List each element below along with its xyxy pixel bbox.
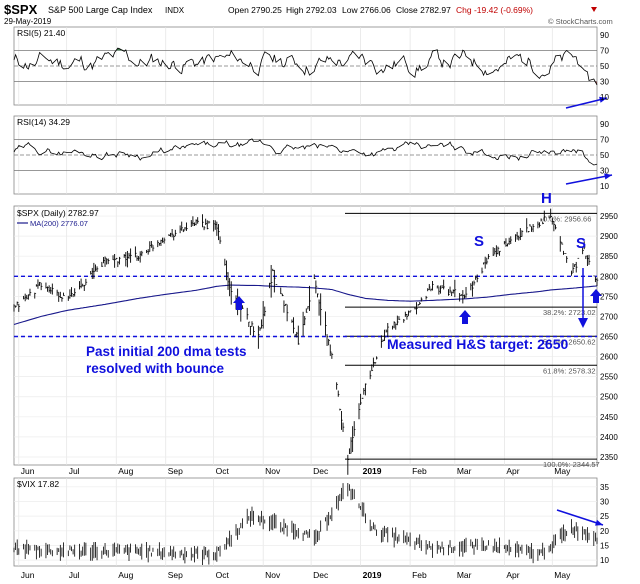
down-arrow-icon <box>591 7 597 12</box>
y-tick-label: 2400 <box>600 433 618 442</box>
index-name: S&P 500 Large Cap Index <box>48 5 153 15</box>
y-tick-label: 25 <box>600 512 609 521</box>
y-tick-label: 90 <box>600 120 609 129</box>
y-tick-label: 30 <box>600 78 609 87</box>
x-tick-label: Nov <box>265 466 281 476</box>
ma-legend: MA(200) 2776.07 <box>30 219 88 228</box>
vix-legend: $VIX 17.82 <box>17 479 59 489</box>
change-value: Chg -19.42 (-0.69%) <box>456 5 533 15</box>
x-tick-label: Dec <box>313 466 329 476</box>
rsi-line <box>13 138 598 166</box>
y-tick-label: 2350 <box>600 453 618 462</box>
rsi14-divergence-arrow-head <box>604 173 612 180</box>
x-tick-label: Dec <box>313 570 329 580</box>
y-tick-label: 2950 <box>600 212 618 221</box>
y-tick-label: 2450 <box>600 413 618 422</box>
rsi14-legend: RSI(14) 34.29 <box>17 117 70 127</box>
bounce-arrow-icon <box>590 289 602 303</box>
watermark: © StockCharts.com <box>548 17 613 26</box>
y-tick-label: 10 <box>600 556 609 565</box>
x-tick-label: Jul <box>69 466 80 476</box>
vix-arrow <box>556 509 604 526</box>
rsi5-divergence-arrow-head <box>599 96 607 103</box>
fib-level-label: 50.0%: 2650.62 <box>543 337 596 346</box>
x-tick-label: Sep <box>168 466 183 476</box>
x-tick-label: Feb <box>412 466 427 476</box>
exchange: INDX <box>165 6 185 15</box>
chart-date: 29-May-2019 <box>4 17 52 26</box>
x-tick-label: Aug <box>118 570 133 580</box>
x-tick-label: Apr <box>506 570 519 580</box>
x-tick-label: Feb <box>412 570 427 580</box>
x-tick-label: Oct <box>216 466 230 476</box>
rsi14-divergence-arrow <box>565 174 613 185</box>
x-tick-label: 2019 <box>363 570 382 580</box>
y-tick-label: 2500 <box>600 393 618 402</box>
symbol: $SPX <box>4 2 38 17</box>
y-tick-label: 2650 <box>600 333 618 342</box>
y-tick-label: 20 <box>600 527 609 536</box>
y-tick-label: 2900 <box>600 232 618 241</box>
x-tick-label: Sep <box>168 570 183 580</box>
y-tick-label: 2550 <box>600 373 618 382</box>
y-tick-label: 70 <box>600 46 609 55</box>
price-panel <box>13 205 598 466</box>
y-tick-label: 35 <box>600 483 609 492</box>
close-value: Close 2782.97 <box>396 5 451 15</box>
rsi-line <box>13 47 598 86</box>
y-tick-label: 2700 <box>600 312 618 321</box>
x-tick-label: Mar <box>457 570 472 580</box>
x-tick-label: Aug <box>118 466 133 476</box>
bounce-arrow-icon <box>233 296 245 310</box>
fib-level-label: 0.0%: 2956.66 <box>543 214 591 223</box>
y-tick-label: 30 <box>600 167 609 176</box>
y-tick-label: 50 <box>600 151 609 160</box>
x-tick-label: 2019 <box>363 466 382 476</box>
target-annotation: Measured H&S target: 2650 <box>387 336 569 352</box>
y-tick-label: 90 <box>600 31 609 40</box>
y-tick-label: 15 <box>600 541 609 550</box>
high-value: High 2792.03 <box>286 5 337 15</box>
y-tick-label: 50 <box>600 62 609 71</box>
x-tick-label: May <box>554 466 571 476</box>
head-label: H <box>541 190 552 207</box>
y-tick-label: 2850 <box>600 252 618 261</box>
vix-arrow-head <box>595 519 603 526</box>
x-tick-label: Jul <box>69 570 80 580</box>
x-tick-label: May <box>554 570 571 580</box>
x-tick-label: Oct <box>216 570 230 580</box>
fib-level-label: 100.0%: 2344.57 <box>543 460 600 469</box>
y-tick-label: 2750 <box>600 292 618 301</box>
right-shoulder-label: S <box>576 235 586 252</box>
price-legend: $SPX (Daily) 2782.97 <box>17 208 99 218</box>
x-tick-label: Apr <box>506 466 519 476</box>
low-value: Low 2766.06 <box>342 5 391 15</box>
bounce-arrow-icon <box>459 310 471 324</box>
y-tick-label: 2600 <box>600 353 618 362</box>
open-value: Open 2790.25 <box>228 5 282 15</box>
y-tick-label: 30 <box>600 497 609 506</box>
fib-level-label: 38.2%: 2723.02 <box>543 308 596 317</box>
rsi5-legend: RSI(5) 21.40 <box>17 28 65 38</box>
x-tick-label: Jun <box>21 570 35 580</box>
y-tick-label: 10 <box>600 182 609 191</box>
left-shoulder-label: S <box>474 233 484 250</box>
ma200-line <box>13 284 598 326</box>
x-tick-label: Jun <box>21 466 35 476</box>
rsi-oversold-fill <box>14 81 597 85</box>
fib-level-label: 61.8%: 2578.32 <box>543 366 596 375</box>
target-arrow-head <box>578 318 588 328</box>
annotation-line-1: Past initial 200 dma tests <box>86 344 247 359</box>
x-tick-label: Mar <box>457 466 472 476</box>
annotation-line-2: resolved with bounce <box>86 361 225 376</box>
y-tick-label: 10 <box>600 93 609 102</box>
x-tick-label: Nov <box>265 570 281 580</box>
y-tick-label: 2800 <box>600 272 618 281</box>
y-tick-label: 70 <box>600 135 609 144</box>
